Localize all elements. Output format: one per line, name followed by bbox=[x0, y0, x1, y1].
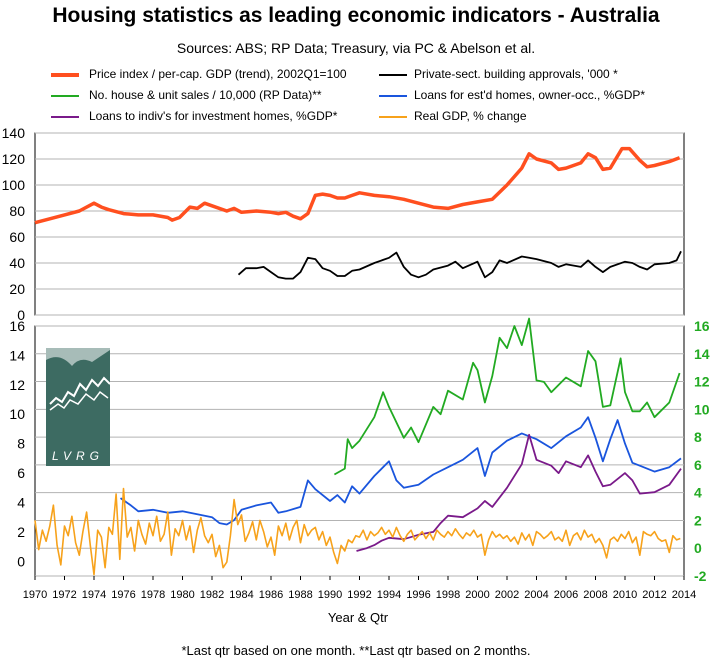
legend-label-building-approvals: Private-sect. building approvals, '000 * bbox=[414, 67, 618, 81]
series-line-1 bbox=[237, 250, 682, 280]
x-tick-label: 2008 bbox=[583, 589, 607, 601]
logo-background bbox=[46, 348, 110, 466]
right-y-tick-label: -2 bbox=[694, 568, 707, 584]
upper-plot-area bbox=[34, 132, 685, 316]
x-tick-label: 1976 bbox=[111, 589, 135, 601]
x-tick-label: 1990 bbox=[318, 589, 342, 601]
x-axis-label: Year & Qtr bbox=[328, 610, 389, 625]
right-y-tick-label: 0 bbox=[694, 540, 702, 556]
left-y-tick-label: 14 bbox=[9, 347, 25, 363]
logo-ridge-icon bbox=[49, 390, 109, 411]
right-y-tick-label: 6 bbox=[694, 457, 702, 473]
upper-y-tick-label: 140 bbox=[2, 125, 26, 141]
x-tick-label: 1980 bbox=[170, 589, 194, 601]
axes-layer: 020406080100120140-202468101214160246810… bbox=[2, 125, 710, 601]
left-y-tick-label: 2 bbox=[17, 524, 25, 540]
left-y-tick-label: 6 bbox=[17, 465, 25, 481]
x-tick-label: 1992 bbox=[347, 589, 371, 601]
left-y-tick-label: 12 bbox=[9, 377, 25, 393]
right-y-tick-label: 2 bbox=[694, 512, 702, 528]
right-y-tick-label: 10 bbox=[694, 401, 710, 417]
legend-swatch-building-approvals bbox=[379, 74, 407, 76]
x-tick-label: 1988 bbox=[288, 589, 312, 601]
legend-label-owner-occ-loans: Loans for est'd homes, owner-occ., %GDP* bbox=[414, 88, 646, 102]
upper-y-tick-label: 0 bbox=[17, 307, 25, 323]
upper-y-tick-label: 120 bbox=[2, 151, 26, 167]
upper-y-tick-label: 100 bbox=[2, 177, 26, 193]
logo-mountain-icon bbox=[49, 376, 111, 405]
x-tick-label: 2014 bbox=[672, 589, 696, 601]
x-tick-label: 1998 bbox=[436, 589, 460, 601]
legend-label-real-gdp: Real GDP, % change bbox=[414, 109, 527, 123]
upper-y-tick-label: 60 bbox=[9, 229, 25, 245]
x-tick-label: 1982 bbox=[200, 589, 224, 601]
right-y-tick-label: 8 bbox=[694, 429, 702, 445]
upper-y-tick-label: 40 bbox=[9, 255, 25, 271]
legend-swatch-house-sales bbox=[51, 95, 79, 97]
x-tick-label: 2002 bbox=[495, 589, 519, 601]
series-line-3 bbox=[119, 416, 682, 526]
lvrg-logo: LVRG bbox=[46, 348, 111, 466]
logo-cloud-icon bbox=[46, 348, 110, 366]
footnote: *Last qtr based on one month. **Last qtr… bbox=[181, 643, 531, 658]
series-line-5 bbox=[34, 487, 681, 576]
chart-title: Housing statistics as leading economic i… bbox=[52, 4, 660, 27]
x-tick-label: 2006 bbox=[554, 589, 578, 601]
left-y-tick-label: 10 bbox=[9, 406, 25, 422]
x-tick-label: 1978 bbox=[141, 589, 165, 601]
x-tick-label: 1984 bbox=[229, 589, 253, 601]
x-tick-label: 2004 bbox=[524, 589, 548, 601]
series-line-2 bbox=[333, 317, 681, 476]
legend-label-price-index: Price index / per-cap. GDP (trend), 2002… bbox=[89, 67, 347, 81]
legend-label-house-sales: No. house & unit sales / 10,000 (RP Data… bbox=[89, 88, 322, 102]
upper-panel-grid bbox=[34, 132, 685, 316]
x-tick-label: 1970 bbox=[23, 589, 47, 601]
x-tick-label: 1996 bbox=[406, 589, 430, 601]
legend-swatch-investment-loans bbox=[51, 116, 79, 118]
right-y-tick-label: 4 bbox=[694, 485, 702, 501]
series-layer bbox=[34, 146, 682, 576]
right-y-tick-label: 16 bbox=[694, 318, 710, 334]
logo-text: LVRG bbox=[52, 449, 104, 463]
x-tick-label: 2010 bbox=[613, 589, 637, 601]
left-y-tick-label: 8 bbox=[17, 436, 25, 452]
chart-subtitle: Sources: ABS; RP Data; Treasury, via PC … bbox=[176, 40, 536, 56]
left-y-tick-label: 16 bbox=[9, 318, 25, 334]
series-line-0 bbox=[34, 146, 681, 225]
right-y-tick-label: 12 bbox=[694, 374, 710, 390]
legend-label-investment-loans: Loans to indiv's for investment homes, %… bbox=[89, 109, 338, 123]
x-tick-label: 1994 bbox=[377, 589, 401, 601]
legend-swatch-owner-occ-loans bbox=[379, 95, 407, 97]
right-y-tick-label: 14 bbox=[694, 346, 710, 362]
upper-y-tick-label: 80 bbox=[9, 203, 25, 219]
left-y-tick-label: 4 bbox=[17, 494, 25, 510]
x-tick-label: 1986 bbox=[259, 589, 283, 601]
x-tick-label: 2012 bbox=[642, 589, 666, 601]
upper-y-tick-label: 20 bbox=[9, 281, 25, 297]
x-tick-label: 1974 bbox=[82, 589, 106, 601]
series-line-4 bbox=[356, 433, 682, 552]
x-tick-label: 2000 bbox=[465, 589, 489, 601]
legend-swatch-price-index bbox=[51, 73, 79, 77]
left-y-tick-label: 0 bbox=[17, 553, 25, 569]
x-tick-label: 1972 bbox=[52, 589, 76, 601]
legend-swatch-real-gdp bbox=[379, 116, 407, 118]
